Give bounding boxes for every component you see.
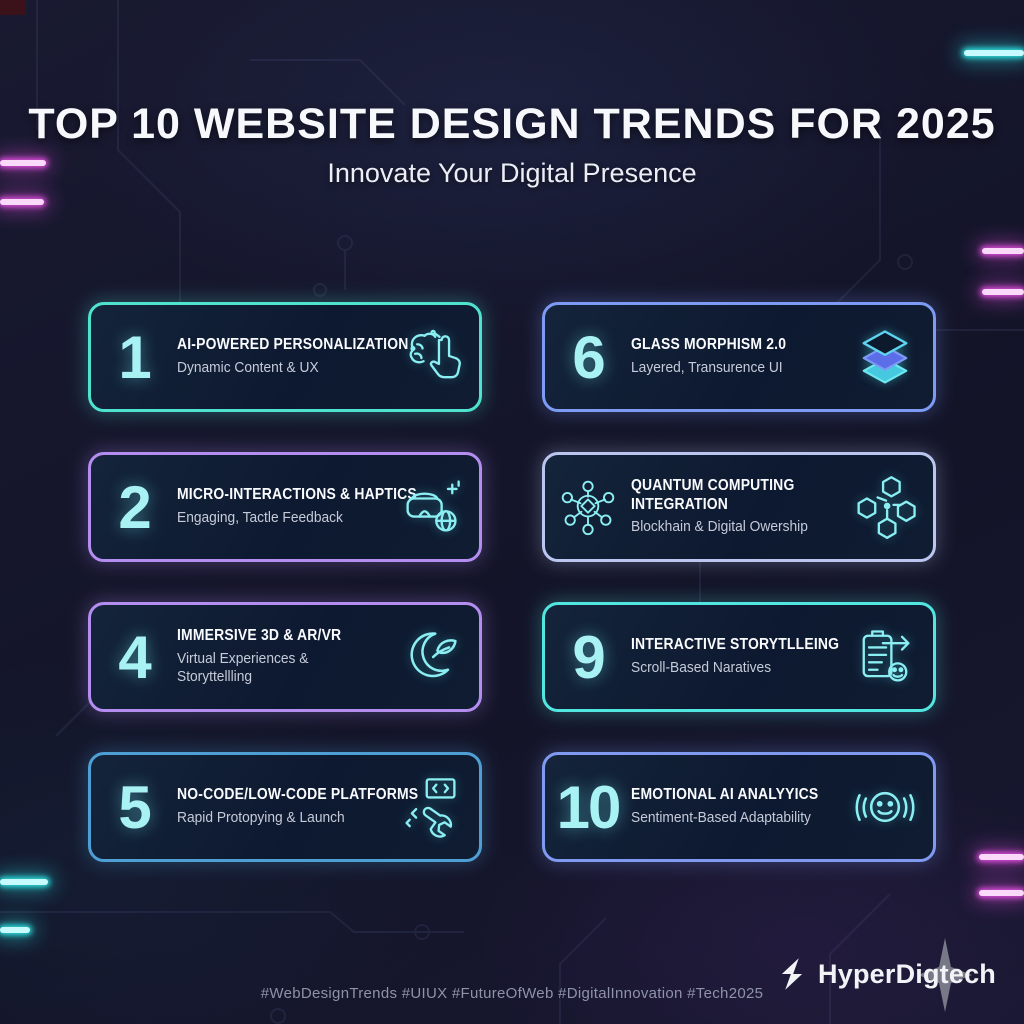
neon-line-pink-top-left-2	[0, 199, 44, 205]
trend-card-9: 9 INTERACTIVE STORYTLLEING Scroll-Based …	[542, 602, 936, 712]
vr-headset-globe-icon	[391, 466, 471, 548]
trend-subtitle: Scroll-Based Naratives	[631, 660, 772, 677]
neon-line-pink-bottom-right-2	[979, 890, 1024, 896]
trend-title: EMOTIONAL AI ANALYYICS	[631, 786, 819, 804]
neon-line-pink-right-2	[982, 289, 1024, 295]
trend-number: 2	[118, 473, 151, 541]
trend-title: NO-CODE/LOW-CODE PLATFORMS	[177, 786, 419, 804]
trend-title: MICRO-INTERACTIONS & HAPTICS	[177, 486, 417, 504]
trend-title: GLASS MORPHISM 2.0	[631, 336, 787, 354]
neon-line-cyan-bottom-left-1	[0, 879, 48, 885]
trend-subtitle: Dynamic Content & UX	[177, 360, 319, 377]
page-subtitle: Innovate Your Digital Presence	[327, 158, 697, 188]
trend-subtitle: Engaging, Tactle Feedback	[177, 510, 343, 527]
hexagon-cluster-icon	[845, 466, 925, 548]
trend-title: INTERACTIVE STORYTLLEING	[631, 636, 840, 654]
trend-card-6: 6 GLASS MORPHISM 2.0 Layered, Transurenc…	[542, 302, 936, 412]
trend-subtitle: Rapid Protopying & Launch	[177, 810, 345, 827]
trend-card-quantum: QUANTUM COMPUTING INTEGRATION Blockhain …	[542, 452, 936, 562]
wrench-code-icon	[391, 766, 471, 848]
trend-title: AI-POWERED PERSONALIZATION	[177, 336, 409, 354]
trend-title: QUANTUM COMPUTING INTEGRATION	[631, 476, 795, 513]
trend-number: 1	[118, 323, 151, 391]
corner-accent-red	[0, 0, 26, 15]
trend-title: IMMERSIVE 3D & AR/VR	[177, 626, 342, 644]
trend-number: 5	[118, 773, 151, 841]
trend-number: 6	[572, 323, 605, 391]
trend-card-2: 2 MICRO-INTERACTIONS & HAPTICS Engaging,…	[88, 452, 482, 562]
layers-stack-icon	[845, 316, 925, 398]
brand-name: HyperDigtech	[818, 958, 996, 989]
trend-subtitle: Layered, Transurence UI	[631, 360, 783, 377]
page-title: TOP 10 WEBSITE DESIGN TRENDS FOR 2025	[28, 100, 996, 148]
neon-line-pink-bottom-right-1	[979, 854, 1024, 860]
trend-card-4: 4 IMMERSIVE 3D & AR/VR Virtual Experienc…	[88, 602, 482, 712]
trend-subtitle: Sentiment-Based Adaptability	[631, 810, 811, 827]
neon-line-pink-top-left-1	[0, 160, 46, 166]
molecule-network-icon	[545, 477, 631, 537]
footer-hashtags: #WebDesignTrends #UIUX #FutureOfWeb #Dig…	[260, 985, 764, 1002]
trend-card-10: 10 EMOTIONAL AI ANALYYICS Sentiment-Base…	[542, 752, 936, 862]
neon-line-pink-right-1	[982, 248, 1024, 254]
trend-card-5: 5 NO-CODE/LOW-CODE PLATFORMS Rapid Proto…	[88, 752, 482, 862]
trend-cards-grid: 1 AI-POWERED PERSONALIZATION Dynamic Con…	[88, 302, 936, 862]
smiley-soundwaves-icon	[845, 766, 925, 848]
trend-subtitle: Blockhain & Digital Owership	[631, 519, 808, 536]
trend-number: 10	[556, 773, 622, 841]
trend-number: 9	[572, 623, 605, 691]
neon-line-cyan-bottom-left-2	[0, 927, 30, 933]
clipboard-arrow-smiley-icon	[845, 616, 925, 698]
trend-subtitle: Virtual Experiences & Storyttellling	[177, 650, 309, 686]
trend-card-1: 1 AI-POWERED PERSONALIZATION Dynamic Con…	[88, 302, 482, 412]
brand-logo: HyperDigtech	[774, 938, 996, 1012]
neon-line-cyan-top-right	[964, 50, 1024, 56]
moon-leaf-icon	[391, 616, 471, 698]
trend-number: 4	[118, 623, 151, 691]
hyperdigtech-logo-icon	[781, 958, 803, 990]
brain-touch-icon	[391, 316, 471, 398]
